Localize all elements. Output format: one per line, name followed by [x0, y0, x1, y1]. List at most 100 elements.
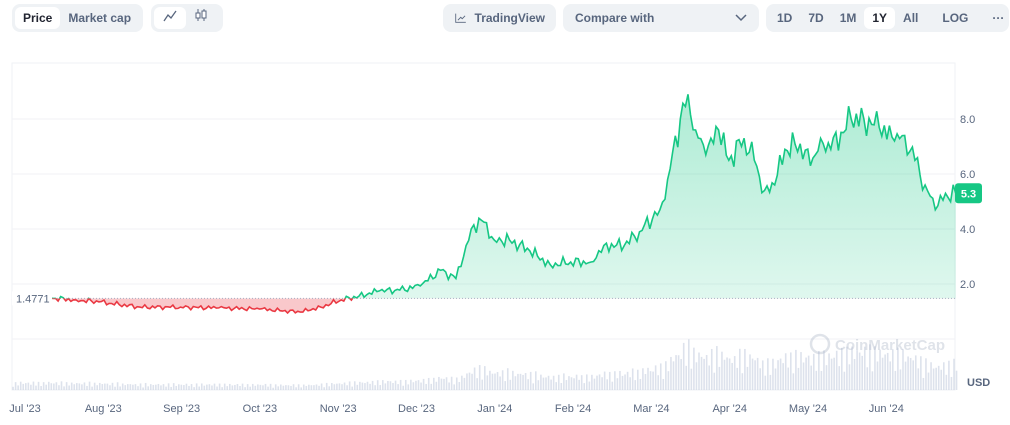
volume-bar [81, 384, 83, 390]
volume-bar [466, 373, 468, 390]
volume-bar [897, 347, 899, 390]
volume-bar [47, 381, 50, 390]
volume-bar [754, 360, 756, 390]
volume-bar [420, 382, 422, 390]
volume-bar [453, 384, 455, 390]
y-tick-label: 2.0 [960, 279, 975, 291]
volume-bar [914, 355, 917, 390]
tradingview-button[interactable]: TradingView [443, 4, 556, 32]
volume-bar [626, 371, 629, 390]
volume-bar [614, 371, 616, 390]
x-tick-label: Apr '24 [712, 403, 747, 415]
volume-bar [866, 367, 869, 390]
volume-bar [264, 383, 267, 390]
volume-bar [76, 383, 78, 390]
volume-bar [705, 355, 708, 390]
range-7d[interactable]: 7D [808, 11, 824, 25]
range-1m[interactable]: 1M [839, 11, 857, 25]
volume-bar [152, 384, 155, 390]
volume-bar [468, 372, 471, 390]
volume-bar [930, 362, 932, 390]
volume-bar [206, 384, 208, 390]
candlestick-icon[interactable] [186, 7, 216, 29]
volume-bar [415, 380, 417, 390]
volume-bar [295, 387, 297, 390]
volume-bar [659, 363, 662, 390]
volume-bar [478, 365, 481, 390]
volume-bar [305, 385, 308, 390]
volume-bar [779, 358, 782, 390]
volume-bar [83, 382, 86, 390]
volume-bar [68, 385, 70, 390]
volume-bar [649, 371, 652, 390]
volume-bar [455, 377, 458, 390]
range-1d[interactable]: 1D [777, 11, 793, 25]
volume-bar [907, 356, 909, 390]
volume-bar [193, 387, 195, 390]
volume-bar [818, 351, 820, 390]
volume-bar [909, 357, 912, 390]
volume-bar [749, 354, 751, 390]
volume-bar [547, 375, 550, 390]
x-tick-label: Sep '23 [163, 403, 200, 415]
volume-bar [519, 373, 522, 390]
volume-bar [35, 385, 37, 390]
chevron-down-icon [735, 14, 747, 22]
volume-bar [810, 365, 812, 390]
volume-bar [323, 387, 325, 390]
volume-bar [948, 360, 950, 390]
log-button[interactable]: LOG [942, 11, 969, 25]
volume-bar [259, 384, 262, 390]
volume-bar [211, 385, 213, 390]
volume-bar [394, 380, 397, 390]
volume-bar [213, 383, 216, 390]
volume-bar [509, 379, 512, 390]
volume-bar [231, 385, 234, 390]
volume-bar [800, 352, 802, 390]
tab-price[interactable]: Price [15, 7, 61, 29]
volume-bar [501, 370, 504, 390]
volume-bar [680, 359, 682, 390]
volume-bar [50, 383, 53, 390]
volume-bar [863, 346, 866, 390]
volume-bar [119, 386, 121, 390]
volume-bar [892, 349, 894, 390]
volume-bar [616, 378, 619, 390]
volume-bar [149, 384, 152, 390]
volume-bar [741, 373, 744, 390]
volume-bar [802, 362, 805, 390]
volume-bar [287, 385, 290, 390]
volume-bar [369, 383, 371, 390]
volume-bar [328, 386, 331, 390]
volume-bar [575, 374, 578, 390]
volume-bar [588, 381, 591, 390]
volume-bar [764, 375, 767, 390]
volume-bar [183, 385, 185, 390]
volume-bar [282, 385, 285, 390]
volume-bar [353, 381, 356, 390]
volume-bar [841, 347, 843, 390]
volume-bar [688, 339, 690, 390]
volume-bar [876, 361, 879, 390]
volume-bar [512, 370, 514, 390]
range-1y[interactable]: 1Y [864, 7, 896, 29]
volume-bar [884, 354, 886, 390]
compare-with-select[interactable]: Compare with [563, 4, 759, 32]
volume-bar [494, 373, 496, 390]
volume-bar [486, 375, 489, 390]
line-chart-icon[interactable] [154, 7, 186, 29]
volume-bar [751, 358, 754, 390]
more-button[interactable]: ··· [992, 11, 1005, 25]
volume-bar [777, 360, 779, 390]
volume-bar [665, 361, 667, 390]
volume-bar [922, 377, 925, 390]
volume-bar [101, 384, 104, 390]
volume-bar [445, 377, 448, 390]
range-all[interactable]: All [903, 11, 919, 25]
volume-bar [397, 384, 399, 390]
tab-market-cap[interactable]: Market cap [68, 11, 132, 25]
volume-bar [53, 383, 55, 390]
volume-bar [723, 359, 726, 390]
volume-bar [654, 365, 657, 390]
volume-bar [529, 371, 532, 390]
